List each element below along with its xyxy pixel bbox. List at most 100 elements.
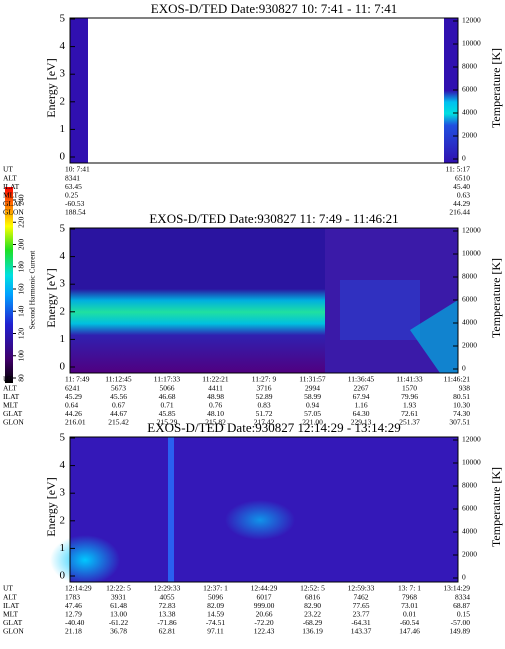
colorbar-tick-label: 120 (17, 328, 26, 340)
y2-tick-label: 6000 (462, 85, 477, 94)
info-value: 82.09 (207, 601, 224, 610)
y-tick-label: 5 (60, 13, 66, 25)
info-value: 1.93 (403, 401, 416, 410)
info-value: 1783 (65, 592, 80, 601)
y2-tick-label: 2000 (462, 341, 477, 350)
info-value: 51.72 (256, 409, 273, 418)
info-label: MLT (3, 610, 19, 619)
y-tick-label: 3 (60, 487, 66, 499)
info-value: 67.94 (353, 392, 370, 401)
info-value: 12:22: 5 (106, 584, 131, 593)
info-value: 4411 (208, 383, 223, 392)
y-tick-label: 1 (60, 123, 66, 135)
info-value: -60.53 (65, 199, 85, 208)
info-value: 215.42 (108, 418, 129, 427)
info-value: 0.64 (65, 401, 78, 410)
info-label: ILAT (3, 392, 20, 401)
info-value: 23.77 (353, 610, 370, 619)
info-value: 12:59:33 (348, 584, 375, 593)
info-value: 215.29 (157, 418, 178, 427)
info-value: 12:14:29 (65, 584, 92, 593)
info-value: 57.05 (304, 409, 321, 418)
info-value: 45.56 (110, 392, 127, 401)
y2-tick-label: 10000 (462, 39, 481, 48)
colorbar-scale (5, 187, 13, 383)
info-value: 2267 (354, 383, 369, 392)
info-value: 77.65 (353, 601, 370, 610)
info-value: 13: 7: 1 (398, 584, 421, 593)
info-label: UT (3, 584, 13, 593)
info-value: 48.98 (207, 392, 224, 401)
panel-title: EXOS-D/TED Date:930827 12:14:29 - 13:14:… (147, 420, 400, 435)
info-value: 3716 (257, 383, 272, 392)
y2-tick-label: 2000 (462, 131, 477, 140)
info-value: 47.46 (65, 601, 82, 610)
info-label: GLON (3, 208, 24, 217)
info-value: 11: 5:17 (445, 165, 470, 174)
info-value: 11:17:33 (154, 375, 181, 384)
colorbar-tick-label: 220 (17, 216, 26, 228)
y-tick-label: 5 (60, 223, 66, 235)
info-value: 64.30 (353, 409, 370, 418)
info-label: ILAT (3, 601, 20, 610)
info-value: 251.37 (399, 418, 420, 427)
info-value: 11:22:21 (202, 375, 229, 384)
info-value: 97.11 (207, 627, 224, 636)
info-value: 11:27: 9 (252, 375, 277, 384)
colorbar-tick-label: 140 (17, 305, 26, 317)
info-value: 48.10 (207, 409, 224, 418)
y2-axis-label: Temperature [K] (489, 48, 503, 128)
info-value: 217.42 (254, 418, 275, 427)
info-value: 8334 (455, 592, 470, 601)
info-value: 143.37 (351, 627, 372, 636)
y-tick-label: 2 (60, 514, 66, 526)
y2-axis-label: Temperature [K] (489, 467, 503, 547)
y-tick-label: 5 (60, 432, 66, 444)
info-value: 12:44:29 (251, 584, 278, 593)
y2-tick-label: 8000 (462, 481, 477, 490)
info-value: 61.48 (110, 601, 127, 610)
info-value: -40.40 (65, 618, 85, 627)
y2-tick-label: 0 (462, 364, 466, 373)
colorbar: 80 100 120 140 160 180 200 220 240 Second Harmoni… (5, 187, 37, 383)
info-value: -64.31 (351, 618, 371, 627)
info-value: 68.87 (453, 601, 470, 610)
colorbar-tick-label: 180 (17, 261, 26, 273)
info-value: 7462 (354, 592, 369, 601)
info-value: 44.29 (453, 199, 470, 208)
info-value: 21.18 (65, 627, 82, 636)
info-value: 5673 (111, 383, 126, 392)
info-value: 6241 (65, 383, 80, 392)
info-value: -57.00 (451, 618, 471, 627)
info-value: 82.90 (304, 601, 321, 610)
info-value: 11:12:45 (105, 375, 132, 384)
info-value: 147.46 (399, 627, 420, 636)
y-axis-label: Energy [eV] (44, 268, 58, 327)
info-value: 11:46:21 (444, 375, 471, 384)
colorbar-tick-label: 160 (17, 283, 26, 295)
info-value: 13:14:29 (443, 584, 470, 593)
info-value: -68.29 (303, 618, 323, 627)
y-axis-label: Energy [eV] (44, 58, 58, 117)
info-value: 1570 (402, 383, 417, 392)
info-value: -72.20 (254, 618, 274, 627)
info-value: 0.76 (209, 401, 222, 410)
y2-tick-label: 12000 (462, 16, 481, 25)
y2-axis-label: Temperature [K] (489, 258, 503, 338)
y2-tick-label: 12000 (462, 435, 481, 444)
info-value: 6017 (257, 592, 272, 601)
panel-title: EXOS-D/TED Date:930827 11: 7:49 - 11:46:… (149, 211, 398, 226)
y-tick-label: 2 (60, 95, 66, 107)
panel-title: EXOS-D/TED Date:930827 10: 7:41 - 11: 7:… (151, 1, 398, 16)
info-value: 149.89 (449, 627, 470, 636)
y2-tick-label: 0 (462, 154, 466, 163)
info-value: 36.78 (110, 627, 127, 636)
info-value: 5066 (160, 383, 175, 392)
info-label: ALT (3, 383, 17, 392)
info-value: 62.81 (159, 627, 176, 636)
info-value: 11:31:57 (299, 375, 326, 384)
info-value: 0.01 (403, 610, 416, 619)
info-label: MLT (3, 191, 19, 200)
y2-tick-label: 4000 (462, 318, 477, 327)
